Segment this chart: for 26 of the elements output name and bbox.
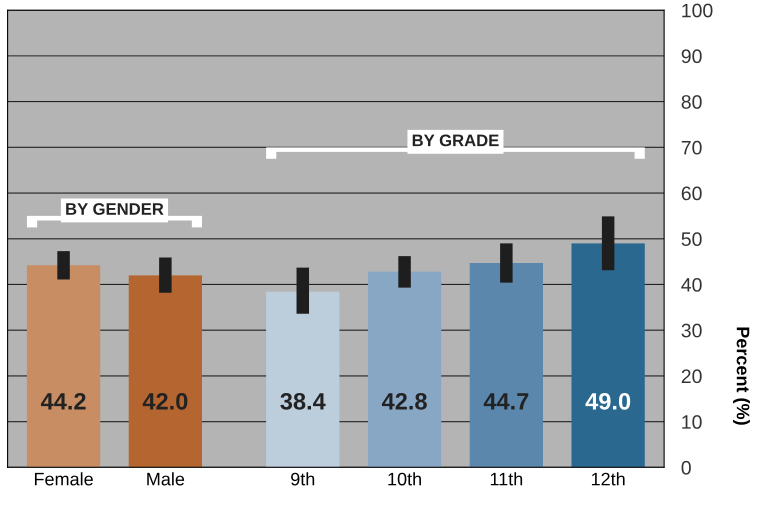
y-tick-label: 30 (682, 324, 702, 338)
data-label: 42.8 (382, 392, 427, 410)
y-tick-label: 50 (682, 232, 702, 246)
y-axis-title: Percent (%) (733, 327, 750, 425)
y-tick-label: 40 (681, 278, 702, 292)
y-tick-label: 20 (682, 369, 702, 384)
x-tick-label: Male (147, 472, 184, 486)
y-tick-label: 0 (682, 460, 691, 475)
x-tick-label: 10th (388, 472, 421, 486)
x-tick-label: 11th (490, 472, 522, 486)
data-label: 38.4 (280, 392, 326, 410)
y-tick-label: 10 (682, 415, 702, 429)
data-label: 44.2 (40, 392, 86, 410)
x-tick-label: 12th (592, 472, 625, 486)
data-label: 49.0 (586, 392, 630, 410)
x-tick-label: Female (34, 472, 93, 486)
y-tick-label: 60 (682, 186, 702, 200)
y-tick-label: 100 (682, 4, 712, 18)
annotation: BY GRADE (412, 134, 499, 146)
x-tick-label: 9th (291, 472, 314, 486)
data-label: 42.0 (142, 392, 188, 410)
y-tick-label: 90 (682, 49, 702, 64)
y-tick-label: 70 (682, 140, 702, 155)
data-label: 44.7 (484, 393, 528, 410)
annotation: BY GENDER (66, 203, 164, 215)
y-tick-label: 80 (682, 95, 702, 109)
